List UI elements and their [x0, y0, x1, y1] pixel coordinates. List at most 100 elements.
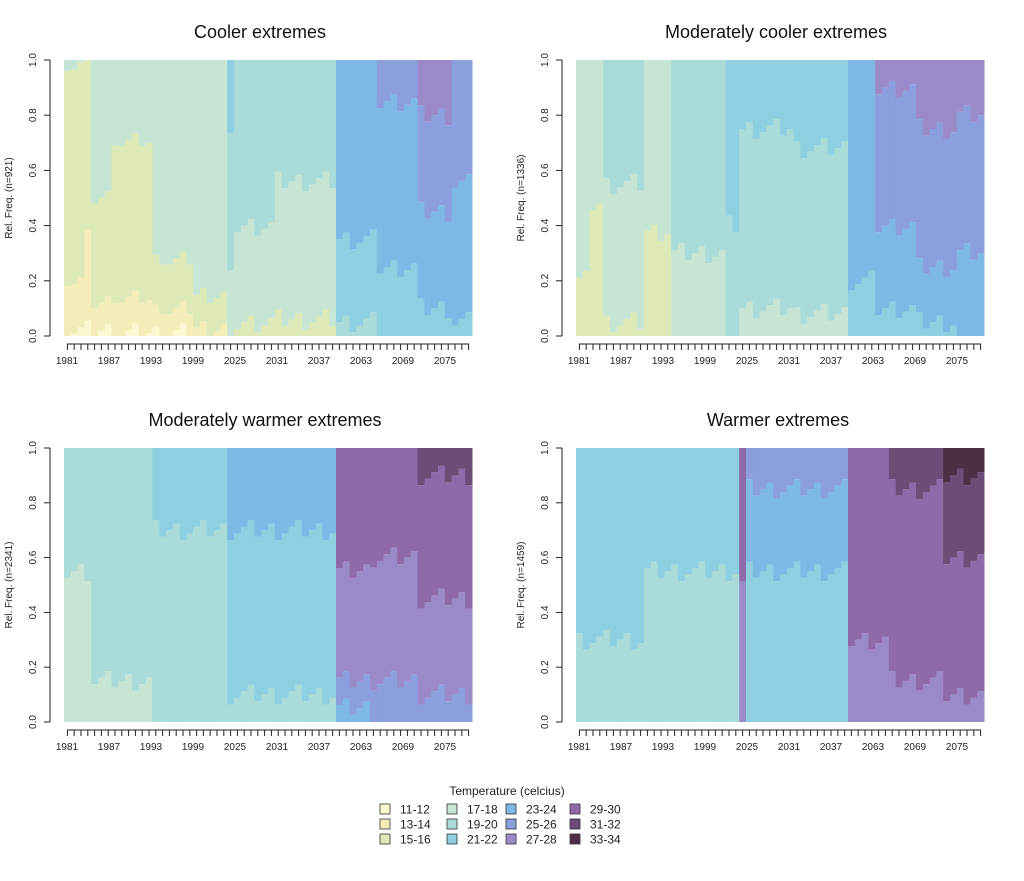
- bar-segment: [193, 526, 201, 722]
- bar-segment: [603, 177, 611, 316]
- bar-segment: [404, 557, 412, 681]
- bar-segment: [882, 308, 890, 336]
- bar-segment: [854, 448, 863, 640]
- y-axis: 0.0 0.2 0.4 0.6 0.8 1.0: [28, 53, 51, 343]
- bar-segment: [814, 145, 822, 311]
- bar-segment: [152, 60, 160, 255]
- bar-segment: [179, 448, 187, 541]
- bar-segment: [254, 332, 262, 336]
- y-tick-label: 0.4: [28, 605, 39, 619]
- bar-segment: [383, 101, 391, 268]
- bar-segment: [861, 60, 869, 278]
- legend-label: 13-14: [400, 818, 431, 832]
- bar-segment: [179, 301, 187, 324]
- bar-segment: [616, 325, 625, 336]
- chart-title: Cooler extremes: [194, 22, 326, 42]
- x-tick-label: 2031: [778, 356, 801, 367]
- bar-segment: [888, 671, 897, 722]
- panels: Cooler extremes Rel. Freq. (n=921) 0.00.20…: [4, 22, 985, 753]
- bar-segment: [288, 319, 296, 336]
- bar-segment: [227, 540, 235, 705]
- legend-item: 23-24: [505, 803, 557, 817]
- legend-label: 31-32: [590, 818, 621, 832]
- bar-segment: [438, 301, 446, 336]
- y-tick-label: 1.0: [540, 53, 551, 67]
- bar-segment: [356, 708, 364, 722]
- bar-segment: [431, 448, 439, 473]
- bar-segment: [363, 318, 371, 336]
- bar-segment: [118, 680, 126, 722]
- bar-segment: [807, 60, 815, 152]
- bar-segment: [132, 448, 140, 691]
- bar-segment: [820, 498, 829, 582]
- bar-segment: [739, 308, 747, 336]
- bar-segment: [698, 60, 706, 247]
- legend-label: 27-28: [526, 833, 557, 847]
- bar-segment: [288, 60, 296, 182]
- bar-segment: [227, 60, 235, 133]
- bar-segment: [950, 132, 958, 271]
- bar-segment: [288, 691, 296, 722]
- bar-segment: [91, 684, 99, 722]
- bar-segment: [193, 60, 201, 295]
- bar-segment: [888, 479, 897, 672]
- bar-segment: [438, 588, 446, 685]
- bar-segment: [111, 60, 119, 146]
- bar-segment: [64, 448, 72, 578]
- bar-segment: [404, 448, 412, 558]
- bar-segment: [458, 448, 466, 469]
- bar-segment: [773, 60, 781, 120]
- bar-segment: [943, 481, 951, 565]
- bar-segment: [868, 649, 876, 722]
- bar-segment: [186, 264, 194, 314]
- bar-segment: [657, 448, 665, 578]
- bar-segment: [875, 60, 883, 95]
- bar-segment: [342, 671, 351, 699]
- bar-segment: [240, 225, 249, 323]
- bar-segment: [630, 448, 638, 650]
- bar-segment: [234, 60, 242, 233]
- bar-segment: [616, 448, 625, 640]
- bar-segment: [84, 320, 92, 336]
- bar-segment: [356, 448, 364, 572]
- bar-segment: [342, 232, 351, 316]
- bar-segment: [780, 135, 788, 316]
- bar-segment: [322, 171, 330, 310]
- legend-item: 27-28: [505, 833, 557, 847]
- bar-segment: [841, 448, 849, 480]
- bar-segment: [650, 60, 659, 225]
- bar-segment: [451, 475, 459, 599]
- bar-segment: [664, 60, 672, 235]
- bar-segment: [308, 60, 317, 185]
- bar-segment: [773, 498, 781, 582]
- bar-segment: [390, 60, 398, 95]
- bar-segment: [610, 332, 618, 336]
- bar-segment: [970, 478, 978, 561]
- bar-segment: [247, 315, 255, 336]
- bar-segment: [746, 448, 754, 480]
- bar-segment: [213, 60, 221, 298]
- bar-segment: [383, 267, 391, 336]
- bar-segment: [868, 60, 876, 271]
- legend-item: 17-18: [446, 803, 498, 817]
- x-tick-label: 2063: [862, 742, 885, 753]
- bar-segment: [349, 60, 357, 250]
- bar-segment: [671, 448, 679, 565]
- bar-segment: [281, 697, 289, 722]
- x-tick-label: 1999: [182, 742, 205, 753]
- bar-segment: [752, 60, 761, 139]
- bar-segment: [814, 60, 822, 146]
- y-axis-label: Rel. Freq. (n=921): [4, 157, 15, 238]
- bar-segment: [929, 322, 937, 336]
- bar-segment: [882, 60, 890, 88]
- bar-segment: [950, 60, 958, 133]
- bar-segment: [98, 448, 106, 678]
- bar-segment: [261, 228, 269, 326]
- y-axis-label: Rel. Freq. (n=1459): [516, 542, 527, 629]
- bar-segment: [882, 225, 890, 309]
- bar-segment: [793, 307, 801, 336]
- bar-segment: [759, 311, 767, 336]
- bar-segment: [370, 229, 378, 313]
- bar-segment: [336, 568, 344, 678]
- bar-segment: [70, 333, 79, 336]
